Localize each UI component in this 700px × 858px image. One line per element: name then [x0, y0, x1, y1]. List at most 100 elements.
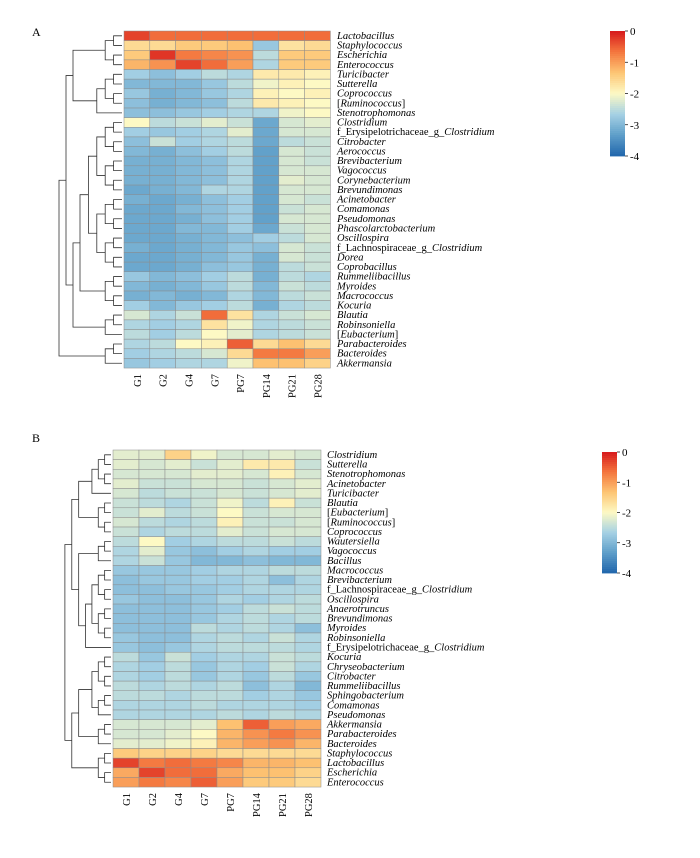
heatmap-cell — [216, 690, 244, 701]
heatmap-cell — [190, 709, 218, 720]
legend-color-step — [610, 41, 625, 44]
heatmap-cell — [164, 748, 192, 759]
dendrogram-branch — [104, 541, 111, 552]
heatmap-cell — [149, 155, 176, 167]
heatmap-cell — [294, 651, 322, 663]
heatmap-cell — [201, 98, 228, 109]
heatmap-cell — [242, 623, 270, 634]
heatmap-cell — [294, 526, 322, 537]
heatmap-cell — [252, 30, 280, 41]
heatmap-cell — [164, 651, 192, 663]
dendrogram-branch — [91, 468, 111, 494]
heatmap-cell — [164, 690, 192, 701]
heatmap-cell — [138, 729, 166, 740]
heatmap-cell — [252, 223, 280, 234]
row-label: Wautersiella — [327, 537, 380, 548]
dendrogram-branch — [113, 73, 122, 85]
legend-color-step — [610, 72, 625, 76]
heatmap-cell — [242, 651, 270, 663]
heatmap-cell — [112, 536, 140, 547]
heatmap-cell — [252, 127, 280, 138]
legend-color-step — [610, 37, 625, 40]
heatmap-cell — [138, 507, 166, 518]
heatmap-cell — [112, 632, 140, 643]
legend-color-step — [610, 108, 625, 111]
heatmap-cell — [268, 603, 296, 614]
heatmap-cell — [252, 213, 280, 224]
dendrogram-branch — [96, 213, 106, 253]
heatmap-cell — [294, 555, 322, 566]
legend-color-step — [610, 124, 625, 128]
heatmap-cell — [201, 290, 228, 301]
heatmap-cell — [294, 478, 322, 489]
heatmap-cell — [190, 680, 218, 691]
heatmap-cell — [164, 680, 192, 691]
heatmap-cell — [268, 661, 296, 672]
heatmap-cell — [278, 88, 305, 99]
heatmap-cell — [201, 146, 228, 157]
legend-color-step — [602, 550, 617, 554]
heatmap-cell — [123, 50, 151, 61]
legend-color-step — [610, 139, 625, 142]
heatmap-cell — [175, 88, 202, 99]
heatmap-cell — [278, 98, 305, 109]
heatmap-cell — [226, 98, 254, 109]
row-label: Comamonas — [327, 700, 380, 711]
heatmap-cell — [123, 290, 151, 301]
heatmap-cell — [242, 574, 270, 586]
heatmap-cell — [175, 69, 202, 80]
heatmap-cell — [268, 594, 296, 605]
dendrogram-branch — [58, 179, 106, 357]
heatmap-cell — [252, 204, 280, 215]
heatmap-cell — [242, 642, 270, 653]
heatmap-cell — [216, 680, 244, 691]
heatmap-cell — [138, 651, 166, 663]
heatmap-cell — [112, 449, 140, 460]
heatmap-cell — [216, 671, 244, 682]
heatmap-cell — [138, 536, 166, 547]
dendrogram-branch — [113, 179, 122, 191]
heatmap-cell — [123, 281, 151, 292]
row-label: [Ruminococcus] — [327, 517, 395, 528]
heatmap-cell — [278, 136, 305, 147]
legend-color-step — [602, 570, 617, 574]
heatmap-cell — [190, 767, 218, 778]
heatmap-cell — [123, 117, 151, 128]
heatmap-cell — [138, 469, 166, 480]
legend-color-step — [610, 95, 625, 99]
legend-color-step — [610, 99, 625, 103]
heatmap-cell — [123, 348, 151, 359]
row-label: Phascolarctobacterium — [336, 224, 436, 235]
dendrogram-branch — [104, 473, 111, 485]
heatmap-cell — [294, 729, 322, 740]
heatmap-cell — [123, 310, 151, 321]
dendrogram-branch — [113, 237, 122, 249]
heatmap-cell — [278, 107, 305, 118]
legend-color-step — [602, 562, 617, 566]
heatmap-cell — [175, 98, 202, 109]
heatmap-cell — [123, 271, 151, 282]
row-label: Oscillospira — [327, 594, 379, 605]
heatmap-cell — [216, 517, 244, 528]
heatmap-cell — [175, 271, 202, 282]
heatmap-cell — [242, 517, 270, 528]
heatmap-cell — [123, 194, 151, 205]
heatmap-cell — [123, 165, 151, 176]
heatmap-cell — [175, 338, 202, 350]
dendrogram-branch — [96, 88, 122, 114]
heatmap-cell — [201, 59, 228, 70]
heatmap-cell — [242, 661, 270, 672]
heatmap-cell — [190, 546, 218, 557]
legend-color-step — [602, 470, 617, 473]
heatmap-cell — [138, 767, 166, 778]
heatmap-cell — [164, 719, 192, 730]
heatmap-panel-b: B ClostridiumSutterellaStenotrophomonasAc… — [32, 431, 632, 817]
legend-color-step — [610, 62, 625, 65]
heatmap-cell — [138, 632, 166, 643]
heatmap-cell — [226, 310, 254, 321]
heatmap-cell — [112, 517, 140, 528]
row-label: [Eubacterium] — [327, 508, 388, 519]
legend-color-step — [610, 43, 625, 46]
dendrogram-branch — [113, 54, 122, 66]
heatmap-cell — [242, 700, 270, 711]
